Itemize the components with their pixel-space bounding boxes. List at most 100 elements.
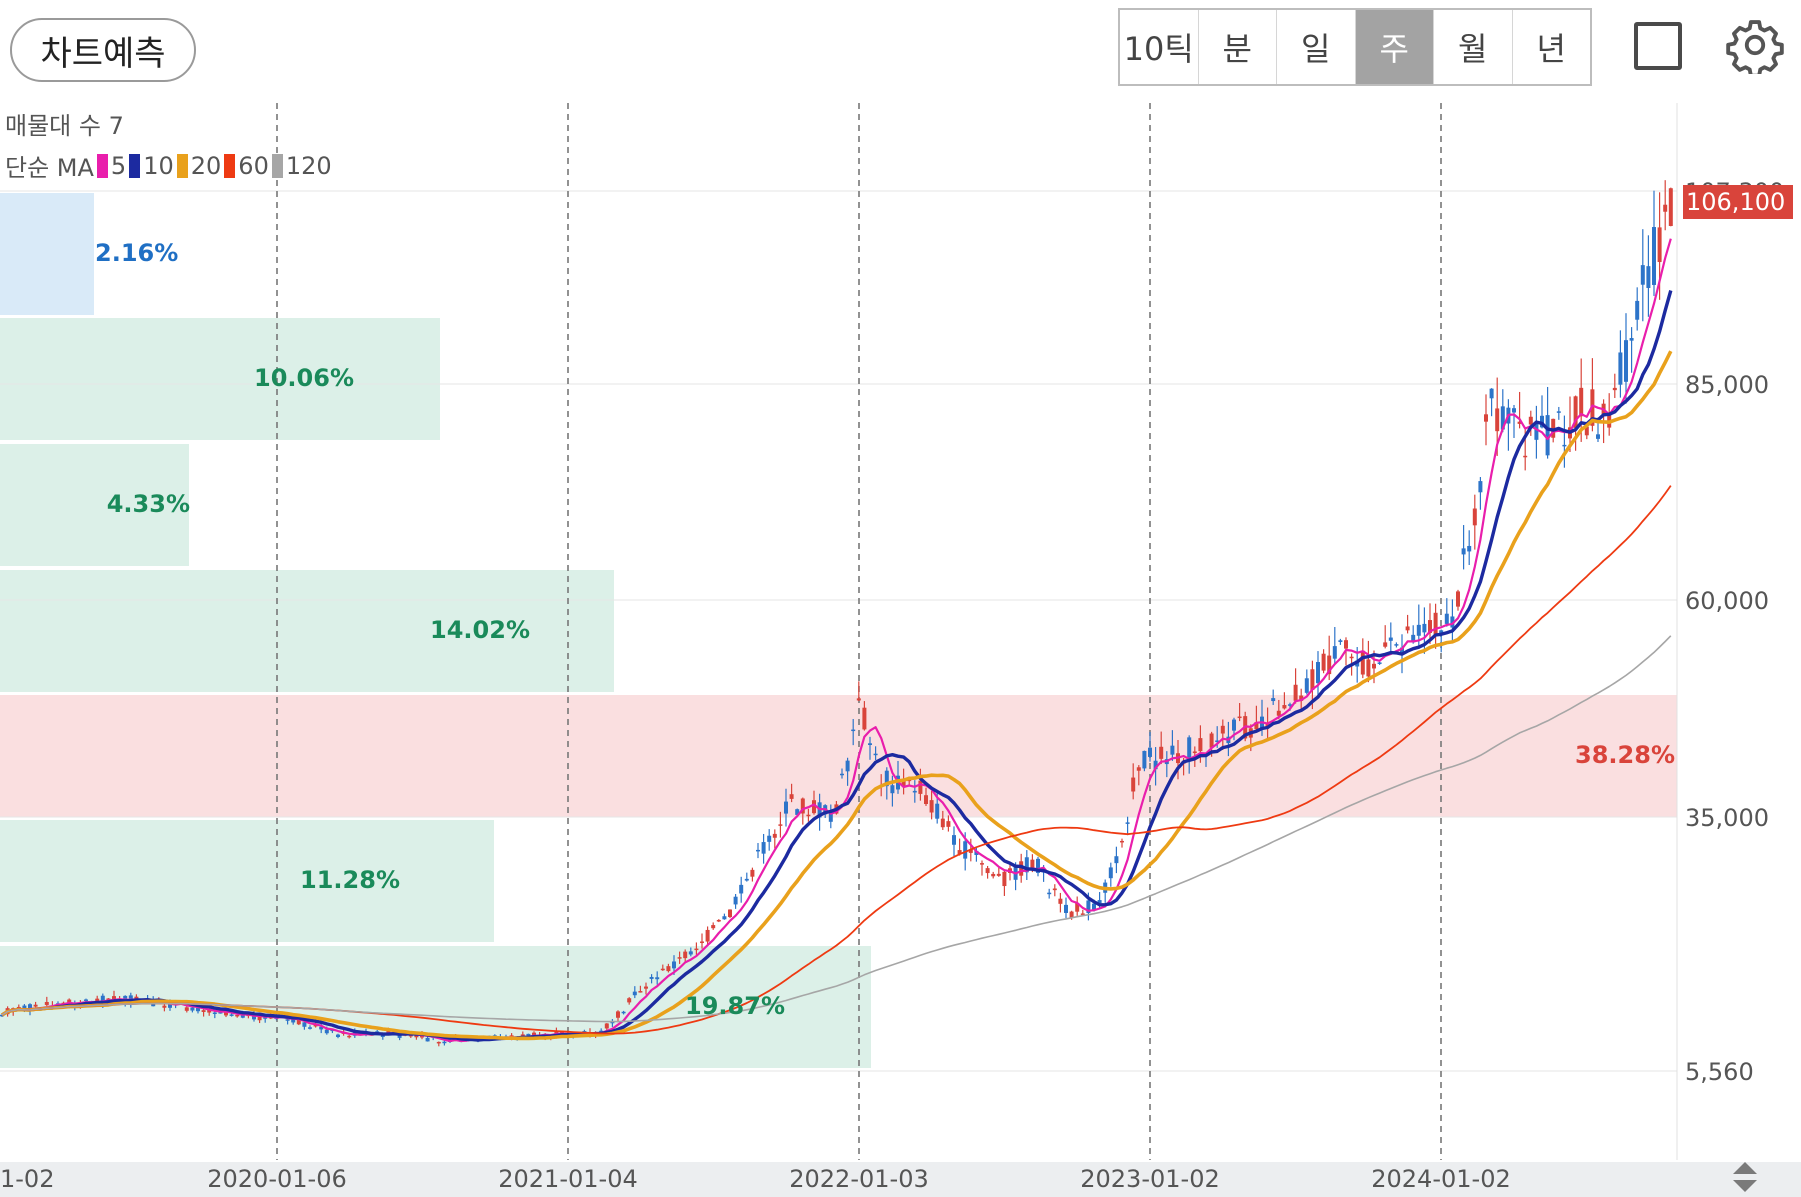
candle-body	[1327, 655, 1332, 675]
candle-body	[212, 1012, 217, 1015]
candle-body	[716, 919, 721, 922]
candle-body	[1086, 900, 1091, 914]
chart-canvas[interactable]: 2.16% 10.06% 4.33% 14.02% 38.28% 11.28% 19.87%…	[0, 100, 1801, 1197]
ma20-line	[1, 350, 1673, 1041]
candle-body	[778, 824, 783, 826]
candle-body	[1220, 725, 1225, 734]
candle-body	[1293, 684, 1298, 701]
candle-body	[1097, 900, 1102, 904]
candle-body	[1192, 751, 1197, 754]
candle-body	[1108, 867, 1113, 879]
candle-body	[1321, 653, 1326, 671]
candle-body	[1153, 760, 1158, 770]
expand-arrows-icon[interactable]	[1730, 1160, 1760, 1194]
candle-body	[756, 849, 760, 852]
candle-body	[884, 770, 889, 787]
period-tab-month[interactable]: 월	[1434, 10, 1513, 84]
candle-body	[257, 1015, 262, 1021]
period-tab-week[interactable]: 주	[1355, 10, 1434, 84]
period-selector: 10틱 분 일 주 월 년	[1118, 8, 1592, 86]
candle-body	[1629, 338, 1634, 341]
volume-band-percent: 19.87%	[685, 992, 785, 1020]
candle-body	[526, 1033, 531, 1038]
candle-body	[1668, 188, 1673, 226]
candle-body	[1512, 408, 1516, 413]
candle-body	[1551, 418, 1556, 438]
candle-body	[1064, 904, 1068, 913]
candle-body	[1618, 352, 1623, 385]
candle-body	[1640, 265, 1645, 285]
candle-body	[1120, 840, 1124, 843]
candle-body	[302, 1022, 307, 1027]
candle-body	[1019, 861, 1024, 876]
candle-body	[1422, 623, 1427, 633]
candle-body	[616, 1011, 620, 1018]
stock-chart[interactable]: 2.16% 10.06% 4.33% 14.02% 38.28% 11.28% 19.87%…	[0, 100, 1801, 1197]
candle-body	[1349, 656, 1354, 659]
price-axis-label: 85,000	[1685, 371, 1769, 399]
candle-body	[1652, 227, 1656, 285]
layout-square-icon[interactable]	[1634, 22, 1682, 70]
volume-band	[0, 946, 871, 1068]
candle-body	[1517, 421, 1522, 424]
candle-body	[924, 795, 928, 805]
candle-body	[744, 878, 749, 881]
candle-body	[812, 800, 816, 814]
candle-body	[1304, 678, 1309, 693]
period-tab-10tick[interactable]: 10틱	[1120, 10, 1199, 84]
ma10-label: 10	[143, 151, 174, 180]
candle-body	[1523, 455, 1528, 458]
candle-body	[44, 1001, 49, 1005]
candle-body	[868, 743, 872, 745]
candle-body	[1495, 408, 1500, 432]
candle-body	[1232, 719, 1236, 731]
ma10-line	[1, 290, 1673, 1042]
candle-body	[873, 753, 878, 756]
candle-body	[929, 800, 934, 813]
candle-body	[784, 801, 788, 814]
candle-body	[683, 951, 688, 959]
candle-body	[1344, 640, 1348, 649]
candle-body	[1310, 669, 1315, 691]
current-price-tag	[1683, 185, 1793, 219]
candle-body	[319, 1026, 324, 1030]
candle-body	[1276, 710, 1281, 716]
candle-body	[168, 1002, 172, 1008]
candle-body	[386, 1031, 391, 1034]
time-axis-label: 2021-01-04	[498, 1165, 637, 1193]
time-axis-label: 2023-01-02	[1080, 1165, 1219, 1193]
candle-body	[1472, 508, 1477, 526]
candle-body	[795, 809, 800, 815]
chart-predict-button[interactable]: 차트예측	[10, 18, 196, 82]
gear-icon[interactable]	[1726, 16, 1784, 74]
candle-body	[1377, 662, 1382, 664]
candle-body	[1579, 387, 1584, 417]
candle-body	[1388, 637, 1393, 641]
candle-body	[313, 1024, 318, 1027]
candle-body	[1624, 340, 1628, 382]
candle-body	[1405, 626, 1410, 631]
candle-body	[644, 986, 648, 989]
period-tab-day[interactable]: 일	[1277, 10, 1356, 84]
top-toolbar: 차트예측 10틱 분 일 주 월 년	[0, 0, 1801, 100]
candle-body	[1467, 545, 1472, 552]
candle-body	[1030, 859, 1035, 871]
price-axis-label: 35,000	[1685, 804, 1769, 832]
period-tab-year[interactable]: 년	[1536, 30, 1566, 68]
candle-body	[1092, 903, 1096, 910]
candle-body	[1114, 856, 1119, 864]
ma120-label: 120	[285, 151, 332, 180]
candle-body	[1562, 444, 1567, 447]
volume-band	[0, 820, 494, 942]
candle-body	[672, 961, 676, 969]
period-tab-minute[interactable]: 분	[1199, 10, 1277, 84]
candle-body	[84, 999, 88, 1001]
candle-body	[1433, 612, 1438, 636]
candle-body	[828, 811, 833, 822]
candle-body	[0, 1014, 4, 1017]
candle-body	[380, 1035, 385, 1037]
candle-body	[772, 833, 777, 838]
candle-body	[1545, 415, 1550, 456]
candle-body	[728, 909, 732, 918]
candle-body	[1489, 388, 1494, 399]
